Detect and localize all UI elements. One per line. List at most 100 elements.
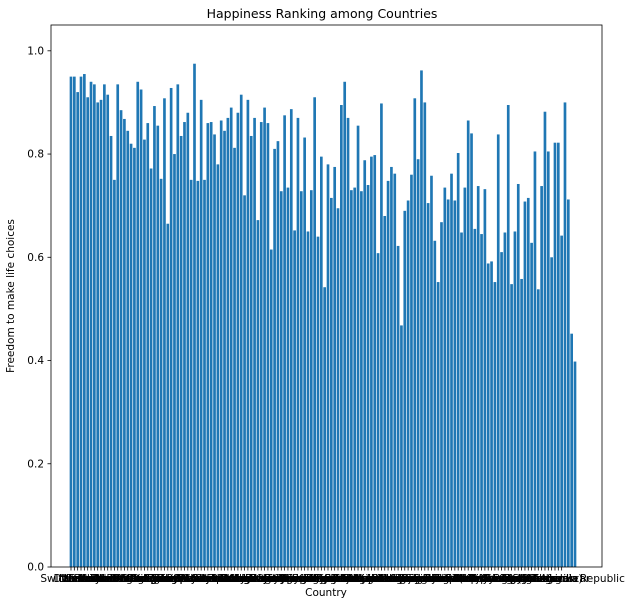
x-tick-label: Palestinian Territories <box>372 573 484 585</box>
bar <box>466 120 470 567</box>
x-tick-label: Costa Rica <box>80 573 136 585</box>
y-tick-label: 0.0 <box>27 562 44 574</box>
bar <box>396 245 400 567</box>
x-tick-label: Uruguay <box>152 573 197 585</box>
bar <box>83 74 86 567</box>
bar <box>309 190 313 567</box>
x-tick-label: Kazakhstan <box>218 573 279 585</box>
x-tick-label: Switzerland <box>40 573 101 585</box>
x-tick-label: Turkey <box>303 573 338 585</box>
bar <box>563 102 567 568</box>
x-tick-label: El Salvador <box>178 573 238 585</box>
x-tick-label: Moldova <box>219 573 263 585</box>
x-tick-label: Gabon <box>528 573 562 585</box>
x-tick-label: India <box>445 573 471 585</box>
x-tick-label: Mali <box>518 573 539 585</box>
bar <box>530 242 533 567</box>
bar <box>176 84 180 568</box>
y-tick-label: 1.0 <box>27 45 44 57</box>
x-tick-label: Paraguay <box>220 573 269 585</box>
bar <box>380 103 383 568</box>
bar <box>360 191 363 567</box>
x-tick-label: Uganda <box>518 573 559 585</box>
x-tick-label: South Africa <box>413 573 477 585</box>
x-tick-label: Congo (Brazzaville) <box>481 573 583 585</box>
x-tick-label: Canada <box>64 573 104 585</box>
x-tick-label: Somaliland region <box>324 573 419 585</box>
bar <box>330 197 333 568</box>
bar <box>269 249 273 568</box>
bar <box>560 235 563 568</box>
x-tick-label: Saudi Arabia <box>151 573 218 585</box>
chart-title: Happiness Ranking among Countries <box>207 6 438 21</box>
x-tick-label: Belgium <box>110 573 153 585</box>
bar <box>413 98 417 568</box>
x-tick-label: Tanzania <box>531 573 578 585</box>
bar <box>570 333 573 567</box>
bar <box>73 76 76 568</box>
bar <box>296 117 300 567</box>
x-tick-label: Turkmenistan <box>265 573 337 585</box>
bar <box>293 230 296 567</box>
bar <box>129 143 133 567</box>
x-tick-label: Zimbabwe <box>424 573 479 585</box>
x-tick-label: Iceland <box>55 573 93 585</box>
bar <box>556 142 560 567</box>
x-tick-label: Finland <box>69 573 107 585</box>
bar <box>219 120 223 567</box>
x-tick-label: Latvia <box>349 573 381 585</box>
bar <box>123 118 126 567</box>
x-tick-label: Hong Kong <box>279 573 336 585</box>
x-tick-label: United Arab Emirates <box>78 573 190 585</box>
x-tick-label: Senegal <box>520 573 562 585</box>
bar <box>423 102 427 568</box>
x-tick-label: Israel <box>90 573 119 585</box>
x-tick-label: Myanmar <box>474 573 524 585</box>
x-tick-label: Austria <box>93 573 130 585</box>
bar <box>500 252 503 567</box>
bar <box>259 122 263 567</box>
bar <box>516 183 520 568</box>
x-tick-label: Niger <box>534 573 563 585</box>
x-tick-label: Belarus <box>245 573 284 585</box>
x-tick-label: Taiwan <box>176 573 213 585</box>
bar <box>313 97 316 568</box>
bar <box>99 99 103 567</box>
x-tick-label: Portugal <box>340 573 384 585</box>
plot-area-frame <box>50 24 603 568</box>
x-tick-label: Germany <box>130 573 178 585</box>
bar <box>136 81 140 567</box>
x-tick-label: Nicaragua <box>231 573 284 585</box>
x-tick-label: Sweden <box>74 573 116 585</box>
x-tick-label: Serbia <box>341 573 374 585</box>
x-tick-label: Angola <box>507 573 543 585</box>
bar <box>553 142 557 567</box>
bar <box>513 231 517 568</box>
x-tick-label: Ukraine <box>418 573 459 585</box>
y-axis-ticks: 0.0 0.2 0.4 0.6 0.8 1.0 <box>27 45 51 574</box>
bar <box>109 135 113 568</box>
x-tick-label: Nepal <box>456 573 486 585</box>
bar <box>350 190 353 567</box>
x-tick-label: Pakistan <box>316 573 360 585</box>
x-tick-label: Tajikistan <box>396 573 446 585</box>
x-tick-label: Macedonia <box>350 573 407 585</box>
bar <box>416 159 420 567</box>
bar <box>119 110 123 568</box>
x-tick-label: Australia <box>78 573 124 585</box>
bar <box>353 187 357 567</box>
x-tick-label: Netherlands <box>59 573 123 585</box>
bar <box>436 282 440 567</box>
x-tick-label: Indonesia <box>289 573 340 585</box>
x-tick-label: Mauritius <box>280 573 329 585</box>
x-tick-label: Cameroon <box>485 573 539 585</box>
bar <box>566 199 570 567</box>
bar <box>406 200 410 567</box>
x-tick-label: Azerbaijan <box>307 573 363 585</box>
x-tick-label: Brazil <box>106 573 135 585</box>
bar <box>540 186 543 568</box>
x-tick-label: Malaysia <box>248 573 294 585</box>
x-tick-label: Chile <box>145 573 171 585</box>
x-tick-label: Iraq <box>431 573 452 585</box>
